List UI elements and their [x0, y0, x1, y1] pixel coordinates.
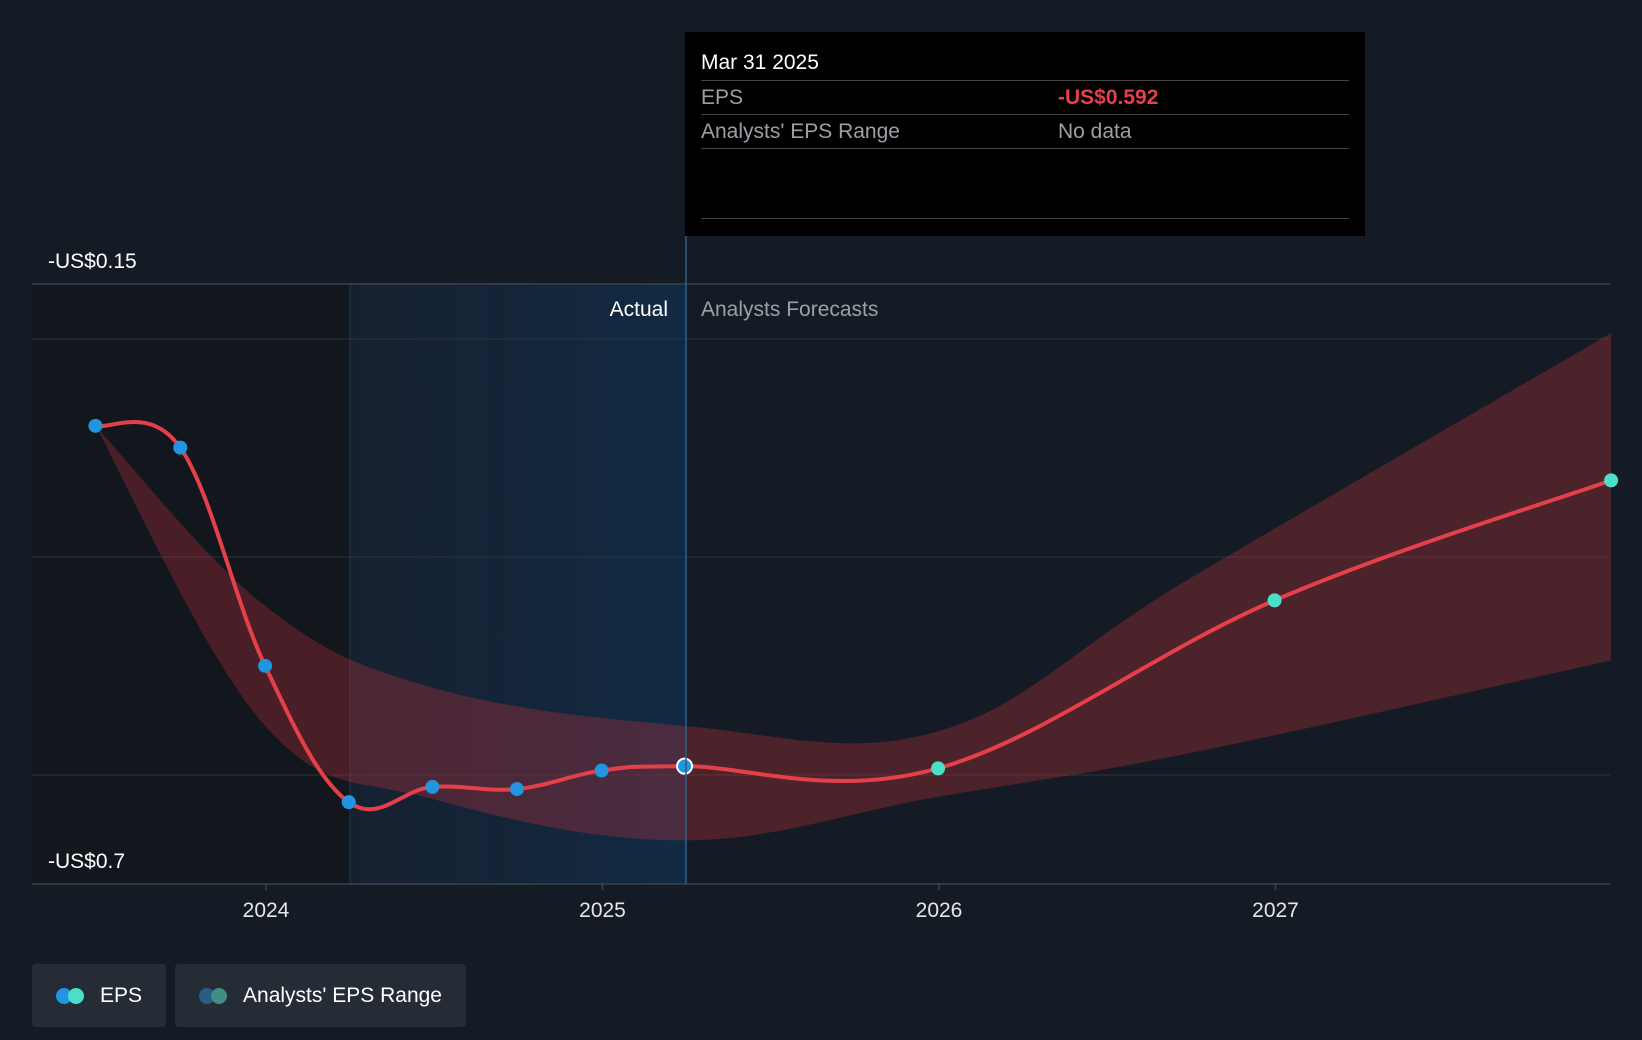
eps-point-2 — [258, 658, 273, 673]
past-region — [32, 284, 350, 884]
tooltip-row-eps: EPS -US$0.592 — [701, 81, 1349, 115]
x-tick-label-2024: 2024 — [243, 899, 290, 922]
eps-line — [93, 420, 1614, 812]
eps-point-6 — [594, 763, 609, 778]
legend-item-range[interactable]: Analysts' EPS Range — [175, 964, 466, 1027]
x-tick-label-2026: 2026 — [916, 899, 963, 922]
tooltip-row-range: Analysts' EPS Range No data — [701, 115, 1349, 149]
tooltip-range-label: Analysts' EPS Range — [701, 120, 900, 143]
tooltip-eps-label: EPS — [701, 86, 744, 109]
eps-point-4 — [425, 779, 440, 794]
actual-label: Actual — [610, 298, 668, 321]
tooltip-footer-divider — [701, 218, 1349, 219]
eps-point-7 — [676, 757, 694, 775]
x-tick-label-2027: 2027 — [1252, 899, 1299, 922]
legend-item-eps[interactable]: EPS — [32, 964, 167, 1027]
eps-point-1 — [173, 440, 188, 455]
eps-point-3 — [341, 795, 356, 810]
eps-point-10 — [1604, 473, 1619, 488]
y-axis-bottom-label: -US$0.7 — [48, 850, 125, 873]
eps-series — [93, 420, 1614, 812]
legend-range-label: Analysts' EPS Range — [243, 983, 442, 1007]
range-legend-icon — [199, 987, 229, 1004]
tooltip-range-value: No data — [1058, 120, 1132, 143]
gridlines — [32, 283, 1610, 885]
x-axis-ticks: 2024 2025 2026 2027 — [243, 884, 1299, 922]
eps-point-0 — [88, 418, 103, 433]
eps-range-band — [95, 333, 1612, 841]
eps-point-8 — [931, 761, 946, 776]
legend: EPS Analysts' EPS Range — [32, 964, 466, 1027]
eps-legend-icon — [56, 987, 86, 1004]
eps-point-5 — [509, 782, 524, 797]
forecast-label: Analysts Forecasts — [701, 298, 878, 321]
y-axis-top-label: -US$0.15 — [48, 250, 137, 273]
legend-eps-label: EPS — [100, 983, 143, 1007]
x-tick-label-2025: 2025 — [579, 899, 626, 922]
eps-point-9 — [1267, 593, 1282, 608]
eps-range-area — [95, 333, 1612, 841]
eps-points — [88, 418, 1619, 810]
tooltip-date: Mar 31 2025 — [701, 46, 1349, 81]
tooltip: Mar 31 2025 EPS -US$0.592 Analysts' EPS … — [685, 32, 1365, 236]
tooltip-eps-value: -US$0.592 — [1058, 86, 1159, 109]
